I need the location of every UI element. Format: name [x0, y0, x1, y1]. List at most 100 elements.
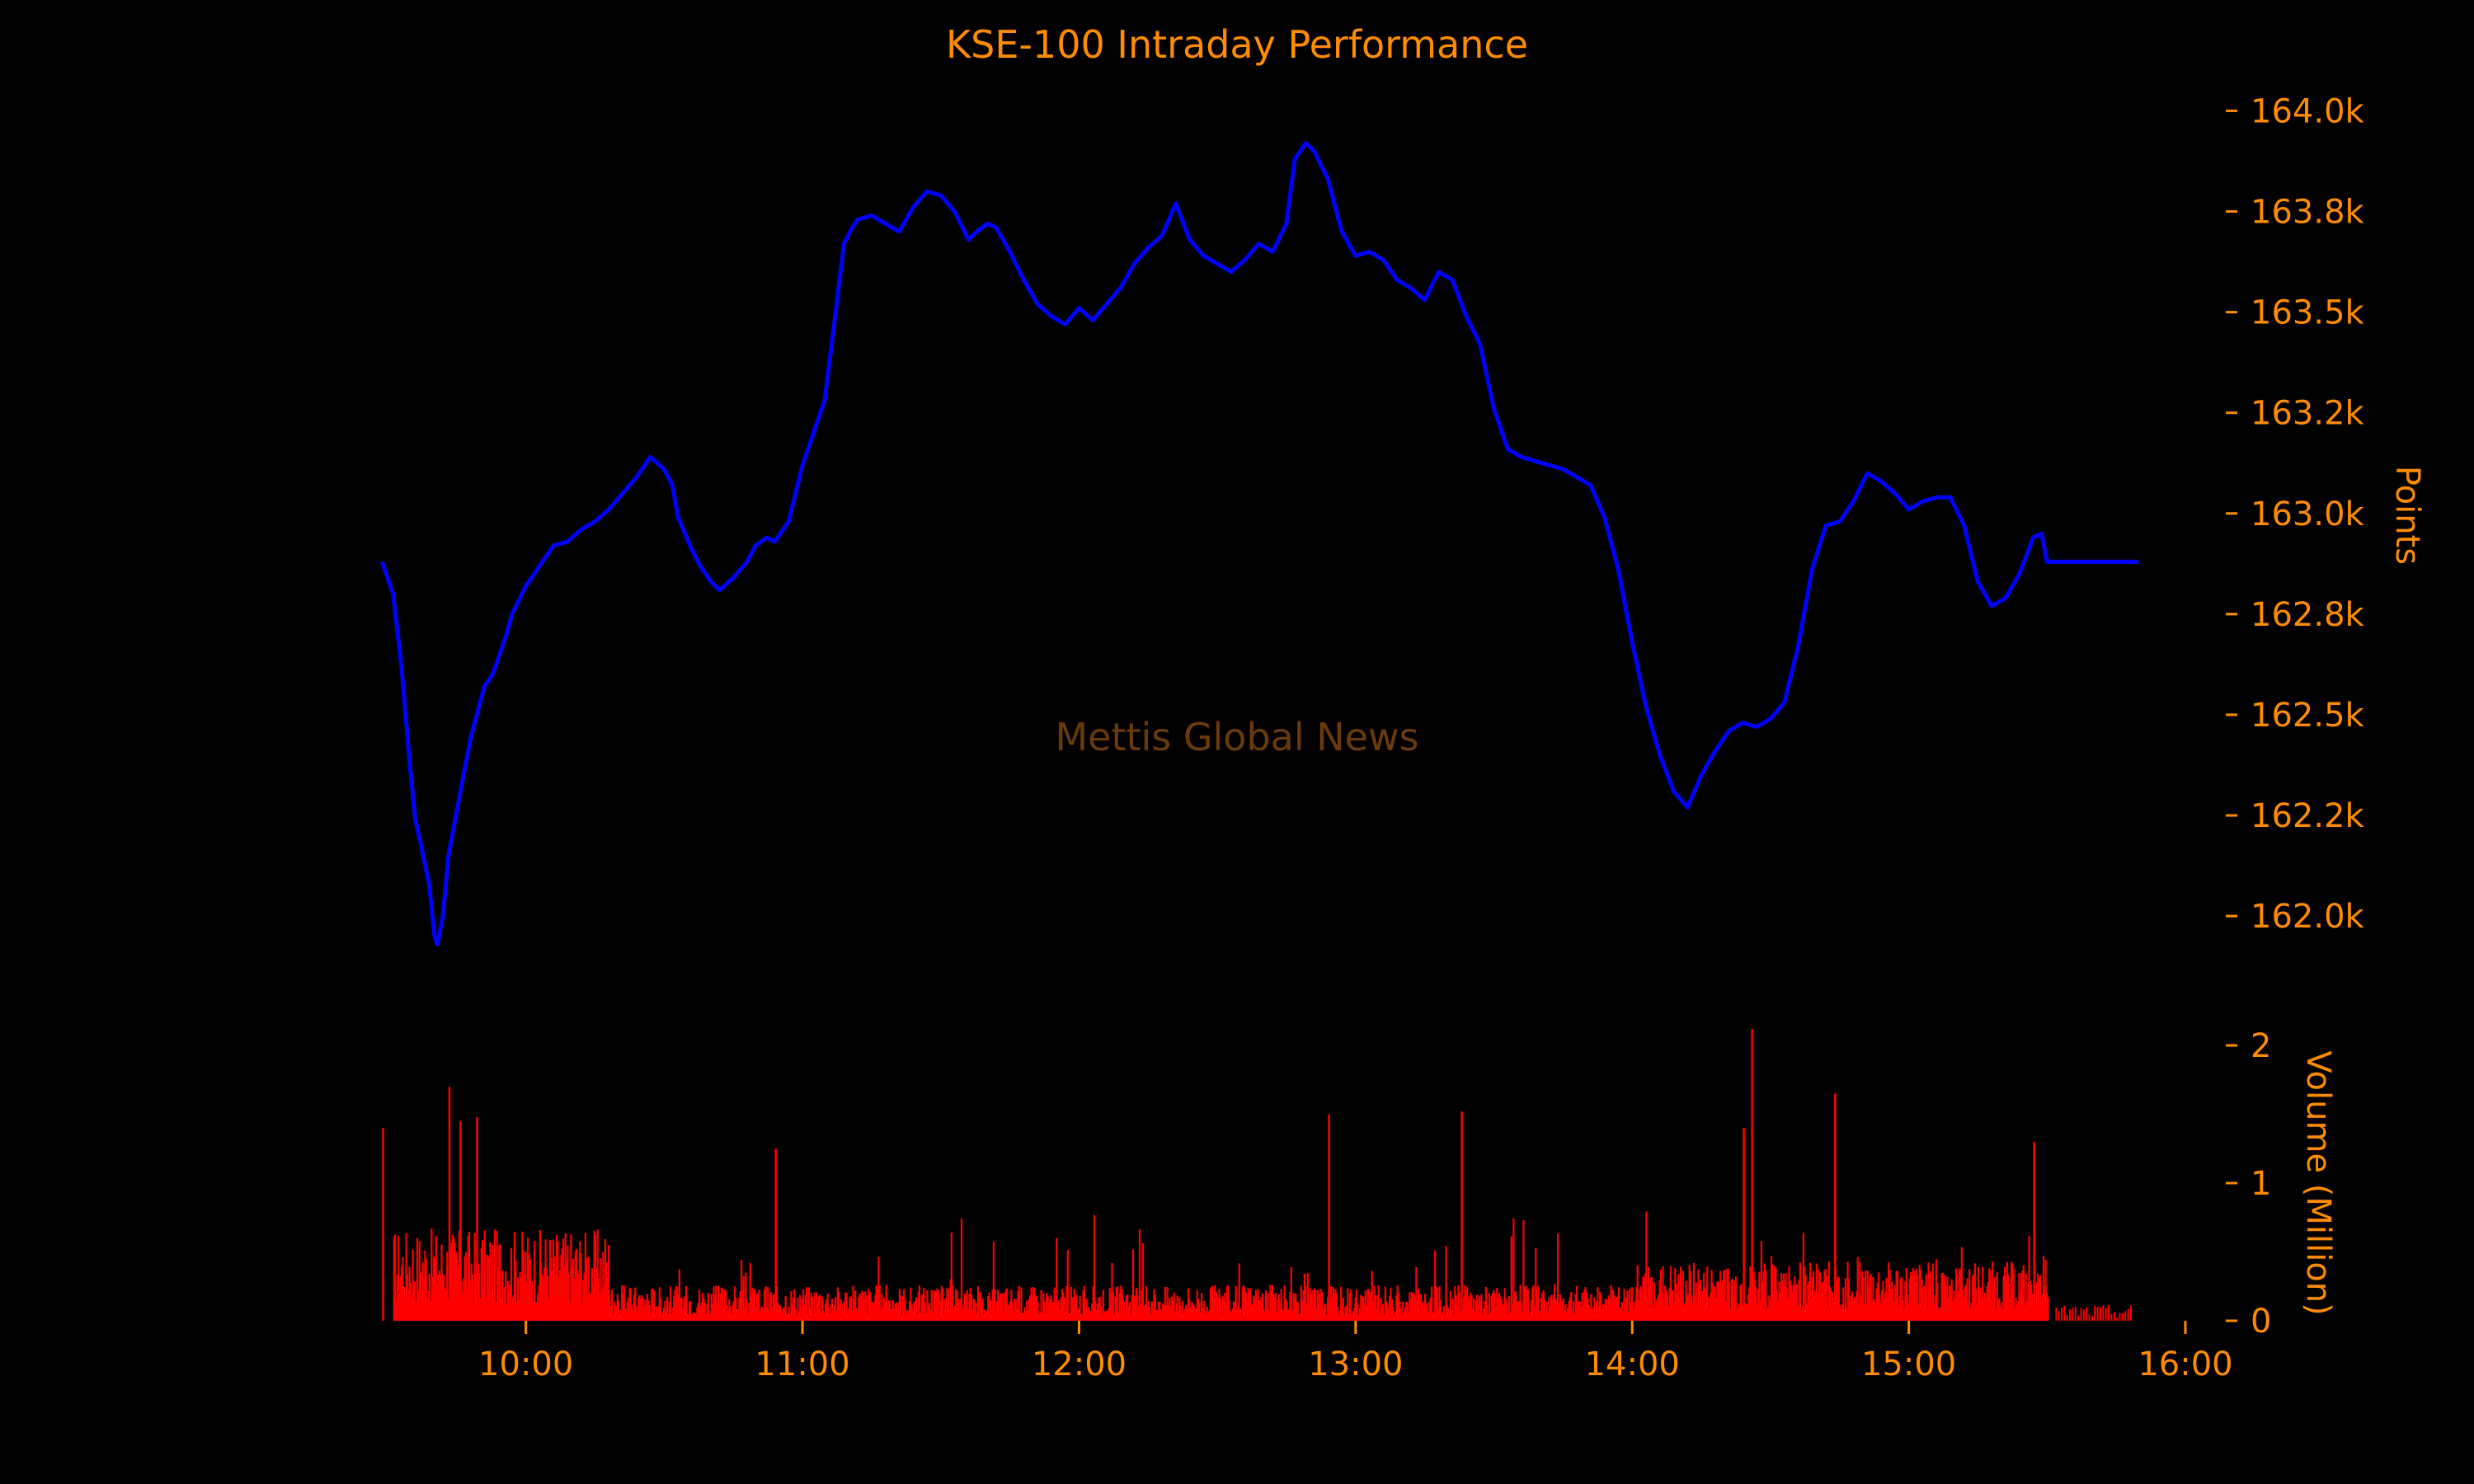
volume-bar	[1124, 1311, 1126, 1321]
volume-bar	[820, 1313, 822, 1321]
volume-bar	[398, 1294, 401, 1321]
volume-bar	[1286, 1308, 1289, 1321]
volume-bar	[1289, 1291, 1291, 1321]
volume-bar	[2031, 1294, 2034, 1321]
volume-bar	[446, 1252, 449, 1321]
volume-bar	[1240, 1315, 1243, 1321]
volume-bar	[1197, 1298, 1200, 1321]
volume-bar	[1629, 1288, 1631, 1321]
volume-bar	[1372, 1302, 1375, 1321]
volume-bar	[1920, 1270, 1922, 1321]
volume-bar	[1030, 1287, 1032, 1321]
volume-bar	[1611, 1289, 1613, 1321]
volume-bar	[1311, 1289, 1314, 1321]
volume-bar	[1021, 1313, 1023, 1321]
volume-bar	[1143, 1306, 1145, 1321]
volume-bar	[1169, 1306, 1172, 1321]
volume-bar	[1545, 1311, 1547, 1321]
volume-bar	[422, 1277, 426, 1321]
volume-bar	[2058, 1311, 2060, 1321]
volume-bar	[1879, 1295, 1881, 1321]
volume-bar	[976, 1314, 978, 1321]
volume-bar	[562, 1238, 565, 1321]
volume-bar	[816, 1302, 819, 1321]
volume-bar	[1357, 1303, 1359, 1321]
volume-bar	[655, 1306, 657, 1321]
price-tick-label: 164.0k	[2251, 92, 2365, 130]
volume-bar	[1319, 1289, 1323, 1321]
volume-bar	[453, 1237, 455, 1321]
volume-bar	[545, 1268, 548, 1321]
volume-bar	[1570, 1292, 1573, 1321]
volume-bar	[1111, 1263, 1113, 1321]
volume-bar	[1654, 1308, 1657, 1321]
volume-bar	[658, 1287, 661, 1321]
price-tick-label: 162.2k	[2251, 797, 2365, 835]
volume-bar	[720, 1287, 722, 1321]
volume-bar	[1936, 1283, 1939, 1321]
volume-bar	[1940, 1273, 1943, 1321]
volume-bar	[1083, 1285, 1085, 1321]
time-tick-label: 12:00	[1032, 1345, 1126, 1383]
volume-bar	[1235, 1286, 1237, 1321]
volume-bar	[1536, 1289, 1538, 1321]
volume-bar	[2046, 1292, 2048, 1321]
volume-bar	[576, 1248, 578, 1321]
volume-bar	[574, 1251, 576, 1321]
volume-bar	[553, 1256, 556, 1321]
volume-bar	[1432, 1313, 1435, 1321]
volume-bar	[1746, 1304, 1748, 1321]
volume-bar	[1601, 1308, 1603, 1321]
volume-bar	[1973, 1263, 1976, 1321]
volume-bar	[1639, 1289, 1641, 1321]
volume-bar	[872, 1302, 876, 1321]
volume-bar	[1169, 1298, 1171, 1321]
volume-bar	[454, 1242, 456, 1321]
volume-bar	[1313, 1288, 1316, 1321]
volume-bar	[1513, 1292, 1516, 1321]
volume-bar	[1110, 1294, 1112, 1321]
volume-bar	[1183, 1313, 1185, 1321]
volume-bar	[947, 1289, 949, 1321]
volume-bar	[1053, 1287, 1056, 1321]
volume-bar	[1896, 1270, 1899, 1321]
volume-bar	[1141, 1242, 1145, 1321]
volume-bar	[810, 1293, 812, 1321]
volume-bar	[1324, 1303, 1327, 1321]
volume-bar	[1191, 1302, 1193, 1321]
volume-bar	[1386, 1304, 1389, 1321]
volume-bar	[1263, 1312, 1266, 1321]
volume-bar	[1599, 1291, 1602, 1321]
volume-bar	[1166, 1286, 1169, 1321]
volume-bar	[1435, 1286, 1437, 1321]
volume-bar	[2044, 1285, 2046, 1321]
volume-bar	[1522, 1220, 1525, 1321]
volume-bar	[1244, 1288, 1246, 1321]
volume-bar	[888, 1300, 891, 1321]
volume-bar	[972, 1298, 975, 1321]
volume-bar	[1578, 1301, 1580, 1321]
volume-bar	[1368, 1295, 1371, 1321]
volume-bar	[826, 1294, 829, 1321]
volume-bar	[443, 1275, 445, 1321]
volume-bar	[1355, 1289, 1357, 1321]
volume-bar	[2069, 1309, 2072, 1321]
volume-bar	[922, 1294, 924, 1321]
volume-bar	[971, 1294, 973, 1321]
volume-bar	[1318, 1294, 1320, 1321]
volume-bar	[1065, 1311, 1067, 1321]
volume-bar	[2015, 1304, 2018, 1321]
volume-bar	[950, 1232, 952, 1321]
volume-bar	[463, 1278, 465, 1321]
volume-bar	[613, 1302, 615, 1321]
volume-bar	[2019, 1292, 2021, 1321]
volume-bar	[1473, 1298, 1475, 1321]
volume-bar	[478, 1272, 481, 1321]
volume-bar	[454, 1251, 457, 1321]
volume-bar	[742, 1275, 745, 1321]
volume-bar	[561, 1248, 563, 1321]
volume-bar	[1049, 1299, 1051, 1321]
volume-bar	[715, 1285, 717, 1321]
volume-bar	[670, 1286, 672, 1321]
volume-bar	[1365, 1306, 1368, 1321]
